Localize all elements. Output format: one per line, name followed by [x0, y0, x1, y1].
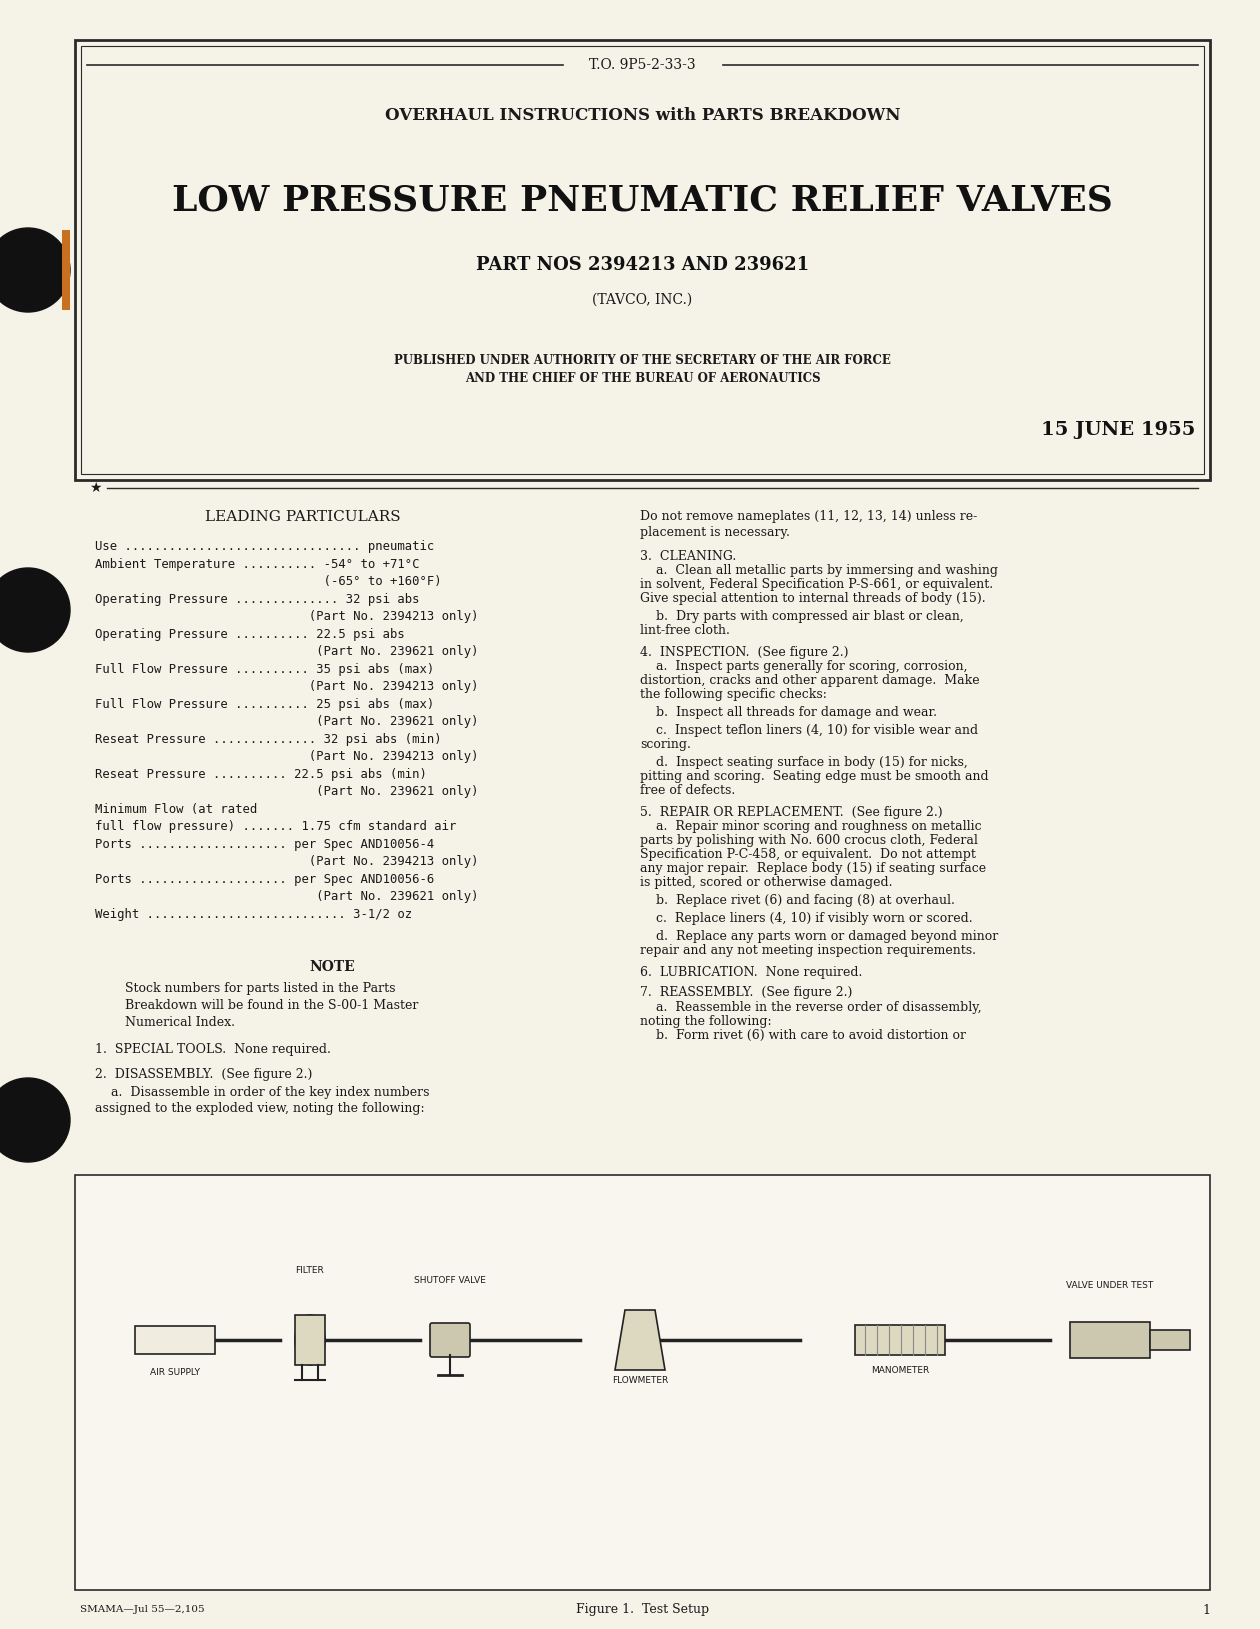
- Text: Stock numbers for parts listed in the Parts: Stock numbers for parts listed in the Pa…: [125, 982, 396, 995]
- Text: placement is necessary.: placement is necessary.: [640, 526, 790, 539]
- Text: pitting and scoring.  Seating edge must be smooth and: pitting and scoring. Seating edge must b…: [640, 771, 989, 784]
- Text: 5.  REPAIR OR REPLACEMENT.  (See figure 2.): 5. REPAIR OR REPLACEMENT. (See figure 2.…: [640, 806, 942, 819]
- Circle shape: [0, 569, 71, 652]
- Text: repair and any not meeting inspection requirements.: repair and any not meeting inspection re…: [640, 943, 976, 956]
- Text: Do not remove nameplates (11, 12, 13, 14) unless re-: Do not remove nameplates (11, 12, 13, 14…: [640, 510, 978, 523]
- Text: NOTE: NOTE: [310, 959, 355, 974]
- Text: (Part No. 239621 only): (Part No. 239621 only): [94, 785, 479, 798]
- Bar: [135, 1326, 215, 1354]
- Text: scoring.: scoring.: [640, 738, 690, 751]
- Text: Breakdown will be found in the S-00-1 Master: Breakdown will be found in the S-00-1 Ma…: [125, 999, 418, 1012]
- Text: (Part No. 239621 only): (Part No. 239621 only): [94, 715, 479, 728]
- Text: Full Flow Pressure .......... 25 psi abs (max): Full Flow Pressure .......... 25 psi abs…: [94, 697, 435, 710]
- Text: parts by polishing with No. 600 crocus cloth, Federal: parts by polishing with No. 600 crocus c…: [640, 834, 978, 847]
- Bar: [81, 46, 1205, 474]
- Text: Reseat Pressure .............. 32 psi abs (min): Reseat Pressure .............. 32 psi ab…: [94, 733, 441, 746]
- Text: b.  Replace rivet (6) and facing (8) at overhaul.: b. Replace rivet (6) and facing (8) at o…: [640, 894, 955, 907]
- Text: LEADING PARTICULARS: LEADING PARTICULARS: [204, 510, 401, 525]
- Text: any major repair.  Replace body (15) if seating surface: any major repair. Replace body (15) if s…: [640, 862, 987, 875]
- Text: a.  Clean all metallic parts by immersing and washing: a. Clean all metallic parts by immersing…: [640, 564, 998, 577]
- Text: (-65° to +160°F): (-65° to +160°F): [94, 575, 441, 588]
- Text: 15 JUNE 1955: 15 JUNE 1955: [1041, 420, 1194, 438]
- Text: d.  Replace any parts worn or damaged beyond minor: d. Replace any parts worn or damaged bey…: [640, 930, 998, 943]
- Text: b.  Form rivet (6) with care to avoid distortion or: b. Form rivet (6) with care to avoid dis…: [640, 1030, 966, 1043]
- Text: Give special attention to internal threads of body (15).: Give special attention to internal threa…: [640, 591, 985, 604]
- Bar: [62, 230, 71, 310]
- Text: b.  Inspect all threads for damage and wear.: b. Inspect all threads for damage and we…: [640, 705, 937, 718]
- Text: (TAVCO, INC.): (TAVCO, INC.): [592, 293, 693, 306]
- Text: d.  Inspect seating surface in body (15) for nicks,: d. Inspect seating surface in body (15) …: [640, 756, 968, 769]
- Bar: [1150, 1329, 1189, 1350]
- Circle shape: [0, 228, 71, 313]
- Text: SMAMA—Jul 55—2,105: SMAMA—Jul 55—2,105: [79, 1606, 204, 1614]
- Text: Numerical Index.: Numerical Index.: [125, 1016, 236, 1030]
- Text: OVERHAUL INSTRUCTIONS with PARTS BREAKDOWN: OVERHAUL INSTRUCTIONS with PARTS BREAKDO…: [384, 106, 900, 124]
- Text: Operating Pressure .......... 22.5 psi abs: Operating Pressure .......... 22.5 psi a…: [94, 627, 404, 640]
- Text: Figure 1.  Test Setup: Figure 1. Test Setup: [576, 1603, 709, 1616]
- Text: (Part No. 2394213 only): (Part No. 2394213 only): [94, 855, 479, 868]
- Text: SHUTOFF VALVE: SHUTOFF VALVE: [415, 1276, 486, 1285]
- Bar: [856, 1324, 945, 1355]
- Text: FLOWMETER: FLOWMETER: [612, 1377, 668, 1385]
- Text: lint-free cloth.: lint-free cloth.: [640, 624, 730, 637]
- Text: 2.  DISASSEMBLY.  (See figure 2.): 2. DISASSEMBLY. (See figure 2.): [94, 1069, 312, 1082]
- Text: (Part No. 2394213 only): (Part No. 2394213 only): [94, 609, 479, 622]
- Text: T.O. 9P5-2-33-3: T.O. 9P5-2-33-3: [590, 59, 696, 72]
- Text: Minimum Flow (at rated: Minimum Flow (at rated: [94, 803, 257, 816]
- Text: c.  Inspect teflon liners (4, 10) for visible wear and: c. Inspect teflon liners (4, 10) for vis…: [640, 723, 978, 736]
- Text: MANOMETER: MANOMETER: [871, 1367, 929, 1375]
- Text: is pitted, scored or otherwise damaged.: is pitted, scored or otherwise damaged.: [640, 876, 892, 889]
- Text: the following specific checks:: the following specific checks:: [640, 687, 827, 700]
- Text: PART NOS 2394213 AND 239621: PART NOS 2394213 AND 239621: [476, 256, 809, 274]
- Text: full flow pressure) ....... 1.75 cfm standard air: full flow pressure) ....... 1.75 cfm sta…: [94, 819, 456, 832]
- Text: Ambient Temperature .......... -54° to +71°C: Ambient Temperature .......... -54° to +…: [94, 557, 420, 570]
- Text: distortion, cracks and other apparent damage.  Make: distortion, cracks and other apparent da…: [640, 674, 979, 687]
- Text: PUBLISHED UNDER AUTHORITY OF THE SECRETARY OF THE AIR FORCE: PUBLISHED UNDER AUTHORITY OF THE SECRETA…: [394, 353, 891, 367]
- Text: Use ................................ pneumatic: Use ................................ pne…: [94, 539, 435, 552]
- Bar: [76, 41, 1210, 481]
- Text: Ports .................... per Spec AND10056-6: Ports .................... per Spec AND1…: [94, 873, 435, 886]
- Text: free of defects.: free of defects.: [640, 784, 736, 797]
- Polygon shape: [615, 1310, 665, 1370]
- Text: 6.  LUBRICATION.  None required.: 6. LUBRICATION. None required.: [640, 966, 862, 979]
- Text: Full Flow Pressure .......... 35 psi abs (max): Full Flow Pressure .......... 35 psi abs…: [94, 663, 435, 676]
- Text: a.  Inspect parts generally for scoring, corrosion,: a. Inspect parts generally for scoring, …: [640, 660, 968, 673]
- Bar: [76, 1175, 1210, 1590]
- Text: (Part No. 2394213 only): (Part No. 2394213 only): [94, 749, 479, 762]
- Bar: [1070, 1323, 1150, 1359]
- Text: LOW PRESSURE PNEUMATIC RELIEF VALVES: LOW PRESSURE PNEUMATIC RELIEF VALVES: [173, 182, 1113, 217]
- Text: assigned to the exploded view, noting the following:: assigned to the exploded view, noting th…: [94, 1101, 425, 1114]
- Text: a.  Reassemble in the reverse order of disassembly,: a. Reassemble in the reverse order of di…: [640, 1000, 982, 1013]
- Text: (Part No. 239621 only): (Part No. 239621 only): [94, 645, 479, 658]
- Bar: [295, 1315, 325, 1365]
- Text: FILTER: FILTER: [296, 1266, 324, 1276]
- Text: a.  Repair minor scoring and roughness on metallic: a. Repair minor scoring and roughness on…: [640, 819, 982, 832]
- Text: a.  Disassemble in order of the key index numbers: a. Disassemble in order of the key index…: [94, 1087, 430, 1100]
- Text: Ports .................... per Spec AND10056-4: Ports .................... per Spec AND1…: [94, 837, 435, 850]
- Text: Weight ........................... 3-1/2 oz: Weight ........................... 3-1/2…: [94, 907, 412, 920]
- FancyBboxPatch shape: [430, 1323, 470, 1357]
- Text: 1: 1: [1202, 1603, 1210, 1616]
- Text: VALVE UNDER TEST: VALVE UNDER TEST: [1066, 1280, 1154, 1290]
- Text: AND THE CHIEF OF THE BUREAU OF AERONAUTICS: AND THE CHIEF OF THE BUREAU OF AERONAUTI…: [465, 371, 820, 384]
- Text: ★: ★: [88, 481, 101, 495]
- Text: Reseat Pressure .......... 22.5 psi abs (min): Reseat Pressure .......... 22.5 psi abs …: [94, 767, 427, 780]
- Text: AIR SUPPLY: AIR SUPPLY: [150, 1368, 200, 1377]
- Circle shape: [0, 1078, 71, 1161]
- Text: b.  Dry parts with compressed air blast or clean,: b. Dry parts with compressed air blast o…: [640, 609, 964, 622]
- Text: 3.  CLEANING.: 3. CLEANING.: [640, 551, 736, 564]
- Text: 4.  INSPECTION.  (See figure 2.): 4. INSPECTION. (See figure 2.): [640, 647, 848, 660]
- Text: (Part No. 2394213 only): (Part No. 2394213 only): [94, 679, 479, 692]
- Text: in solvent, Federal Specification P-S-661, or equivalent.: in solvent, Federal Specification P-S-66…: [640, 578, 993, 591]
- Ellipse shape: [295, 1315, 325, 1365]
- Text: c.  Replace liners (4, 10) if visibly worn or scored.: c. Replace liners (4, 10) if visibly wor…: [640, 912, 973, 925]
- Text: (Part No. 239621 only): (Part No. 239621 only): [94, 889, 479, 902]
- Text: Operating Pressure .............. 32 psi abs: Operating Pressure .............. 32 psi…: [94, 593, 420, 606]
- Text: 7.  REASSEMBLY.  (See figure 2.): 7. REASSEMBLY. (See figure 2.): [640, 986, 852, 999]
- Text: noting the following:: noting the following:: [640, 1015, 771, 1028]
- Text: Specification P-C-458, or equivalent.  Do not attempt: Specification P-C-458, or equivalent. Do…: [640, 849, 976, 862]
- Text: 1.  SPECIAL TOOLS.  None required.: 1. SPECIAL TOOLS. None required.: [94, 1043, 331, 1056]
